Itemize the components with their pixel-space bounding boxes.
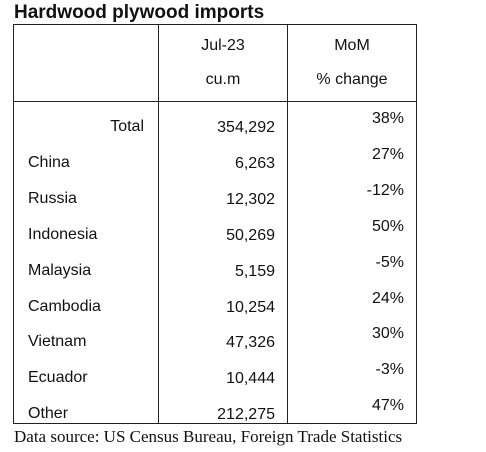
row-change: 38%	[371, 110, 404, 127]
header-divider	[14, 101, 416, 102]
column-divider	[287, 25, 288, 423]
row-change: 50%	[371, 217, 404, 235]
table-title: Hardwood plywood imports	[14, 2, 265, 23]
row-label: Indonesia	[28, 225, 98, 243]
row-volume: 10,444	[226, 370, 275, 388]
row-volume: 10,254	[226, 298, 275, 316]
row-volume: 47,326	[226, 334, 275, 352]
row-volume: 50,269	[226, 226, 275, 244]
row-label: Cambodia	[28, 297, 101, 315]
row-change: 24%	[371, 289, 404, 307]
row-volume: 12,302	[226, 190, 275, 208]
row-change: 27%	[371, 145, 404, 163]
column-divider	[158, 25, 159, 423]
row-volume: 354,292	[217, 119, 275, 136]
row-volume: 5,159	[234, 262, 275, 280]
column-header-volume-date: Jul-23	[201, 37, 245, 54]
column-header-change-title: MoM	[334, 37, 370, 54]
row-volume: 212,275	[217, 406, 275, 424]
row-label: Russia	[28, 189, 77, 207]
data-source-note: Data source: US Census Bureau, Foreign T…	[14, 427, 403, 446]
row-volume: 6,263	[234, 154, 275, 172]
column-header-change-unit: % change	[316, 71, 388, 88]
row-label: Other	[28, 405, 69, 423]
row-label: Total	[110, 118, 144, 135]
row-label: Ecuador	[28, 369, 88, 387]
column-header-volume-unit: cu.m	[205, 71, 241, 88]
row-label: Malaysia	[28, 261, 92, 279]
row-change: 30%	[371, 325, 404, 343]
row-change: -3%	[375, 361, 404, 379]
row-change: 47%	[371, 397, 404, 415]
row-label: China	[28, 153, 70, 171]
row-change: -12%	[366, 181, 404, 199]
imports-table: Jul-23 cu.m MoM % change Total 354,292 38%…	[13, 24, 417, 424]
row-change: -5%	[375, 253, 404, 271]
row-label: Vietnam	[28, 333, 87, 351]
